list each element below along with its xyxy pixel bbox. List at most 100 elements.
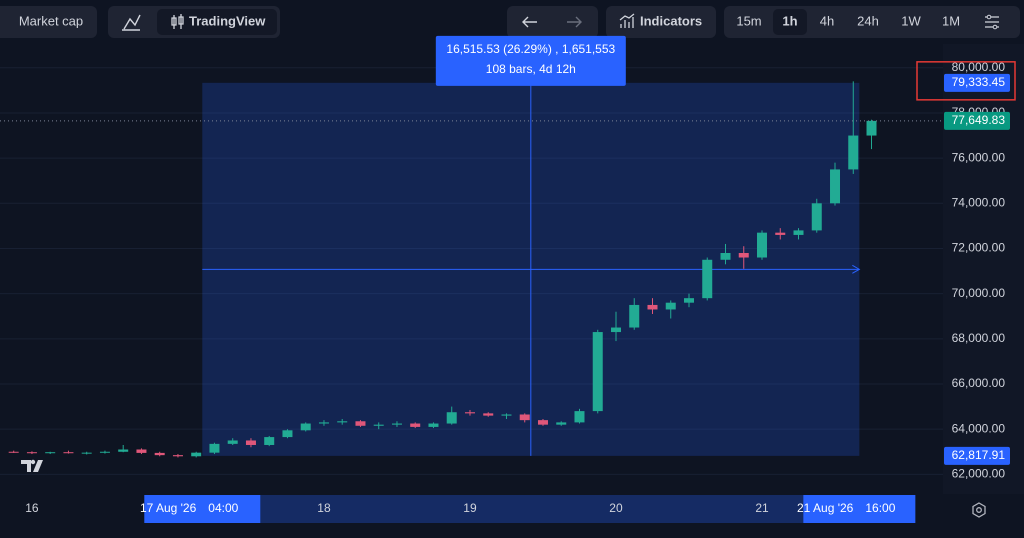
candle-body xyxy=(464,412,475,414)
measure-high-label: 79,333.45 xyxy=(952,75,1006,89)
candle-body xyxy=(391,423,402,425)
candle-body xyxy=(483,413,494,416)
indicators-icon xyxy=(619,13,635,28)
end-time-tag-box xyxy=(803,495,916,523)
candle-body xyxy=(118,449,129,452)
candle-body xyxy=(264,437,275,445)
logo-dot xyxy=(30,459,36,465)
highlight-outline xyxy=(916,61,1016,101)
y-tick-label: 80,000.00 xyxy=(952,60,1006,74)
candle-body xyxy=(775,232,786,235)
market-cap-button[interactable] xyxy=(0,6,97,38)
active-interval xyxy=(773,9,807,35)
candle-body xyxy=(665,302,676,310)
y-tick-label: 66,000.00 xyxy=(952,376,1006,390)
candle-body xyxy=(8,451,19,453)
start-time-tag-time: 04:00 xyxy=(208,501,238,515)
start-time-tag-box xyxy=(144,495,261,523)
candle-icon xyxy=(171,14,184,29)
end-time-tag-date: 21 Aug '26 xyxy=(797,501,854,515)
measure-low-label: 62,817.91 xyxy=(952,448,1006,462)
settings-knob xyxy=(986,14,992,20)
candle-body xyxy=(227,440,238,444)
candle-body xyxy=(99,451,110,453)
tradingview-button[interactable] xyxy=(157,9,277,35)
candle-body xyxy=(337,421,348,423)
x-tick-label: 19 xyxy=(463,501,477,515)
y-tick-label: 74,000.00 xyxy=(952,195,1006,209)
candle-body xyxy=(629,304,640,328)
candle-body xyxy=(556,422,567,425)
navigation-group xyxy=(507,6,598,38)
candle-body xyxy=(702,259,713,299)
y-tick-label: 68,000.00 xyxy=(952,331,1006,345)
axis-settings-icon[interactable] xyxy=(972,502,986,518)
y-tick-label: 76,000.00 xyxy=(952,150,1006,164)
candle-body xyxy=(537,420,548,425)
candle-body xyxy=(282,430,293,438)
candle-body xyxy=(793,230,804,235)
candle-body xyxy=(373,424,384,426)
candle-body xyxy=(191,452,202,457)
candle-body xyxy=(811,203,822,231)
candle-body xyxy=(81,452,92,454)
logo-bg xyxy=(18,455,48,477)
back-arrow[interactable] xyxy=(522,16,537,28)
candle-body xyxy=(245,440,256,445)
y-tick-label: 70,000.00 xyxy=(952,286,1006,300)
axis-settings-center xyxy=(976,507,982,513)
line-chart-icon[interactable] xyxy=(122,14,141,31)
interval-button[interactable]: 1M xyxy=(942,13,960,28)
y-tick-label: 64,000.00 xyxy=(952,421,1006,435)
candle-body xyxy=(136,449,147,453)
candle-body xyxy=(738,252,749,258)
candle-body xyxy=(848,135,859,170)
forward-arrow[interactable] xyxy=(567,16,582,28)
measure-tooltip xyxy=(435,35,626,86)
x-tick-label: 21 xyxy=(755,501,769,515)
x-tick-label: 20 xyxy=(609,501,623,515)
candle-body xyxy=(757,232,768,258)
end-time-tag-time: 16:00 xyxy=(865,501,895,515)
measure-high-box xyxy=(944,73,1010,92)
interval-button[interactable]: 1h xyxy=(782,13,797,28)
candle-body xyxy=(720,252,731,260)
x-tick-label: 16 xyxy=(25,501,39,515)
last-price-label: 77,649.83 xyxy=(952,113,1006,127)
candle-body xyxy=(45,452,56,454)
measure-arrowhead xyxy=(852,264,861,274)
settings-knob xyxy=(992,24,998,30)
candle-body xyxy=(683,298,694,303)
candle-body xyxy=(647,304,658,310)
candle-body xyxy=(501,414,512,416)
interval-button[interactable]: 4h xyxy=(820,13,834,28)
candle-body xyxy=(318,422,329,424)
measure-low-box xyxy=(944,446,1010,465)
x-tick-label: 18 xyxy=(317,501,331,515)
candle-body xyxy=(446,412,457,424)
y-tick-label: 72,000.00 xyxy=(952,241,1006,255)
candle-body xyxy=(410,423,421,427)
candle-body xyxy=(592,332,603,412)
candle-body xyxy=(610,327,621,333)
measure-change: 16,515.53 (26.29%) , 1,651,553 xyxy=(446,42,615,56)
market-cap-label: Market cap xyxy=(19,13,83,28)
candle-body xyxy=(63,452,74,454)
candle-body xyxy=(866,120,877,136)
interval-button[interactable]: 24h xyxy=(857,13,879,28)
candle-body xyxy=(519,414,530,421)
candle-body xyxy=(154,452,165,456)
tradingview-logo xyxy=(21,460,43,472)
y-tick-label: 62,000.00 xyxy=(952,467,1006,481)
candle-body xyxy=(209,443,220,453)
candle-body xyxy=(26,452,37,454)
measure-bars: 108 bars, 4d 12h xyxy=(486,62,576,76)
interval-button[interactable]: 1W xyxy=(901,13,921,28)
last-price-box xyxy=(944,111,1010,130)
candle-body xyxy=(300,423,311,431)
interval-button[interactable]: 15m xyxy=(736,13,761,28)
candle-body xyxy=(830,169,841,204)
candle-body xyxy=(172,455,183,457)
